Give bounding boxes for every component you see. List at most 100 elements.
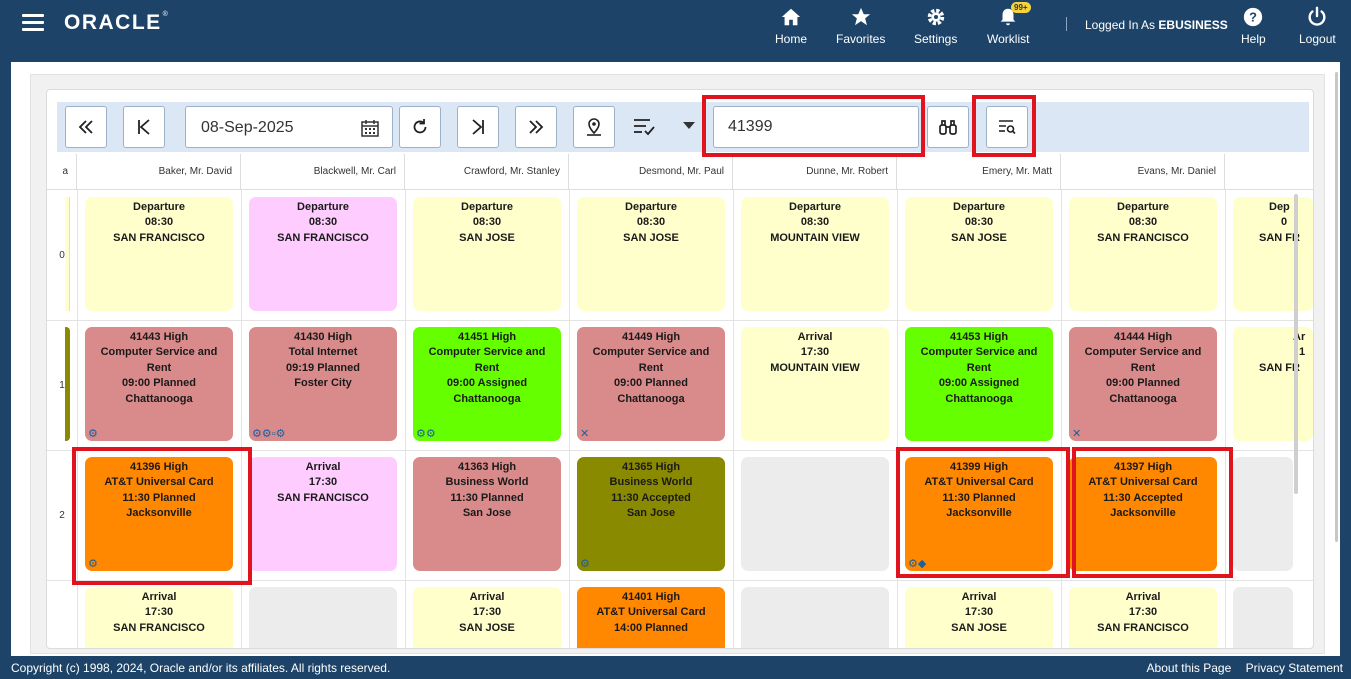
task-tile[interactable]: Arrival 17:30 SAN FRANCISCO bbox=[85, 587, 233, 648]
map-button[interactable] bbox=[573, 106, 615, 148]
tile-line: SAN JOSE bbox=[951, 231, 1007, 244]
task-tile[interactable]: 41430 High Total Internet 09:19 Planned Fos… bbox=[249, 327, 397, 441]
refresh-button[interactable] bbox=[399, 106, 441, 148]
task-tile[interactable]: 41399 High AT&T Universal Card 11:30 Plann… bbox=[905, 457, 1053, 571]
column-header[interactable]: Crawford, Mr. Stanley bbox=[405, 154, 569, 190]
sort-dropdown-arrow-icon[interactable] bbox=[683, 122, 695, 129]
skip-forward-icon bbox=[472, 119, 484, 135]
task-tile[interactable]: 41401 High AT&T Universal Card 14:00 Plann… bbox=[577, 587, 725, 648]
task-tile[interactable]: 41365 High Business World 11:30 Accepted Sa… bbox=[577, 457, 725, 571]
tile-line: 1 bbox=[1299, 346, 1306, 359]
calendar-icon[interactable] bbox=[360, 118, 380, 138]
task-tile[interactable]: 41363 High Business World 11:30 Planned San… bbox=[413, 457, 561, 571]
tile-line: 41365 High bbox=[621, 461, 681, 473]
task-tile[interactable]: 41443 High Computer Service and Rent 09:00 … bbox=[85, 327, 233, 441]
empty-slot[interactable] bbox=[1233, 587, 1293, 648]
column-header[interactable]: Evans, Mr. Daniel bbox=[1061, 154, 1225, 190]
task-tile[interactable]: 41397 High AT&T Universal Card 11:30 Accep… bbox=[1069, 457, 1217, 571]
date-value: 08-Sep-2025 bbox=[201, 119, 294, 136]
grid-scrollbar[interactable] bbox=[1294, 194, 1298, 494]
task-tile[interactable]: 41451 High Computer Service and Rent 09:00 … bbox=[413, 327, 561, 441]
task-tile[interactable]: 41453 High Computer Service and Rent 09:00 … bbox=[905, 327, 1053, 441]
last-page-button[interactable] bbox=[515, 106, 557, 148]
tile-line: 17:30 bbox=[1128, 606, 1158, 619]
task-tile[interactable]: 41449 High Computer Service and Rent 09:00 … bbox=[577, 327, 725, 441]
tile-line: Chattanooga bbox=[945, 392, 1013, 405]
date-input[interactable]: 08-Sep-2025 bbox=[185, 106, 393, 148]
empty-slot[interactable] bbox=[741, 587, 889, 648]
tile-line: Chattanooga bbox=[453, 392, 521, 405]
tile-line: 11:30 Planned bbox=[942, 491, 1016, 504]
nav-favorites[interactable]: Favorites bbox=[836, 6, 885, 46]
task-tile[interactable]: Arrival 17:30 SAN FRANCISCO bbox=[1069, 587, 1217, 648]
tile-line: Departure bbox=[953, 201, 1005, 213]
search-list-button[interactable] bbox=[986, 106, 1028, 148]
tile-line: Computer Service and bbox=[920, 346, 1038, 359]
nav-help[interactable]: ? Help bbox=[1241, 6, 1266, 46]
tile-line: 09:00 Planned bbox=[122, 377, 196, 390]
tile-line: 17:30 bbox=[144, 606, 174, 619]
column-header[interactable]: Baker, Mr. David bbox=[77, 154, 241, 190]
task-tile[interactable]: Arrival 17:30 SAN FRANCISCO bbox=[249, 457, 397, 571]
task-tile[interactable]: Departure 08:30 SAN JOSE bbox=[577, 197, 725, 311]
nav-worklist[interactable]: 99+ Worklist bbox=[987, 2, 1031, 46]
tile-line: SAN FRANCISCO bbox=[277, 491, 369, 504]
tile-line: 0 bbox=[1281, 216, 1288, 229]
tile-line: 11:30 Planned bbox=[122, 491, 196, 504]
column-header[interactable]: Blackwell, Mr. Carl bbox=[241, 154, 405, 190]
task-tile[interactable]: 41444 High Computer Service and Rent 09:00 … bbox=[1069, 327, 1217, 441]
task-tile[interactable]: Dep 0 SAN FR bbox=[1233, 197, 1313, 311]
task-tile[interactable]: 41396 High AT&T Universal Card 11:30 Plann… bbox=[85, 457, 233, 571]
nav-favorites-label: Favorites bbox=[836, 32, 886, 46]
task-tile[interactable]: Departure 08:30 SAN FRANCISCO bbox=[85, 197, 233, 311]
about-page-link[interactable]: About this Page bbox=[1146, 661, 1232, 675]
tile-line: SAN FRANCISCO bbox=[277, 231, 369, 244]
grid-line bbox=[569, 190, 570, 648]
wrench-icon: ⚙ bbox=[88, 428, 98, 440]
task-tile[interactable]: Ar 1 SAN FR bbox=[1233, 327, 1313, 441]
empty-slot[interactable] bbox=[1233, 457, 1293, 571]
task-tile[interactable]: Arrival 17:30 SAN JOSE bbox=[413, 587, 561, 648]
hamburger-menu-icon[interactable] bbox=[22, 14, 44, 32]
tile-line: Departure bbox=[789, 201, 841, 213]
page-scrollbar[interactable] bbox=[1335, 72, 1338, 542]
search-input[interactable] bbox=[713, 106, 919, 148]
tile-line: Chattanooga bbox=[1109, 392, 1177, 405]
privacy-statement-link[interactable]: Privacy Statement bbox=[1245, 661, 1343, 675]
gear-icon bbox=[914, 6, 957, 30]
column-header[interactable]: Dunne, Mr. Robert bbox=[733, 154, 897, 190]
grid-line bbox=[897, 190, 898, 648]
task-status-icons: ⚙◆ bbox=[908, 558, 927, 570]
tile-line: 08:30 bbox=[800, 216, 830, 229]
home-icon bbox=[775, 6, 807, 30]
task-tile[interactable]: Arrival 17:30 SAN JOSE bbox=[905, 587, 1053, 648]
tile-line: Jacksonville bbox=[126, 507, 192, 520]
logged-in-prefix: Logged In As bbox=[1085, 18, 1156, 32]
column-header[interactable]: Desmond, Mr. Paul bbox=[569, 154, 733, 190]
nav-logout[interactable]: Logout bbox=[1299, 6, 1336, 46]
empty-slot[interactable] bbox=[249, 587, 397, 648]
first-page-button[interactable] bbox=[65, 106, 107, 148]
previous-button[interactable] bbox=[123, 106, 165, 148]
sort-list-icon[interactable] bbox=[633, 116, 655, 136]
task-tile[interactable]: Departure 08:30 SAN JOSE bbox=[905, 197, 1053, 311]
task-tile[interactable]: Departure 08:30 SAN FRANCISCO bbox=[1069, 197, 1217, 311]
task-tile[interactable]: Departure 08:30 SAN FRANCISCO bbox=[249, 197, 397, 311]
task-tile[interactable]: Arrival 17:30 MOUNTAIN VIEW bbox=[741, 327, 889, 441]
help-icon: ? bbox=[1241, 6, 1266, 30]
tile-line: San Jose bbox=[462, 507, 512, 520]
row-label: 0 bbox=[59, 250, 65, 261]
tile-line: 17:30 bbox=[800, 346, 830, 359]
column-header[interactable]: Emery, Mr. Matt bbox=[897, 154, 1061, 190]
find-button[interactable] bbox=[927, 106, 969, 148]
task-tile[interactable]: Departure 08:30 SAN JOSE bbox=[413, 197, 561, 311]
nav-settings[interactable]: Settings bbox=[914, 6, 957, 46]
nav-home[interactable]: Home bbox=[775, 6, 807, 46]
copyright-text: Copyright (c) 1998, 2024, Oracle and/or … bbox=[11, 661, 391, 675]
next-button[interactable] bbox=[457, 106, 499, 148]
empty-slot[interactable] bbox=[741, 457, 889, 571]
nav-logout-label: Logout bbox=[1299, 32, 1336, 46]
tile-line: SAN FRANCISCO bbox=[1097, 231, 1189, 244]
scheduler-toolbar: 08-Sep-2025 bbox=[57, 102, 1309, 152]
task-tile[interactable]: Departure 08:30 MOUNTAIN VIEW bbox=[741, 197, 889, 311]
